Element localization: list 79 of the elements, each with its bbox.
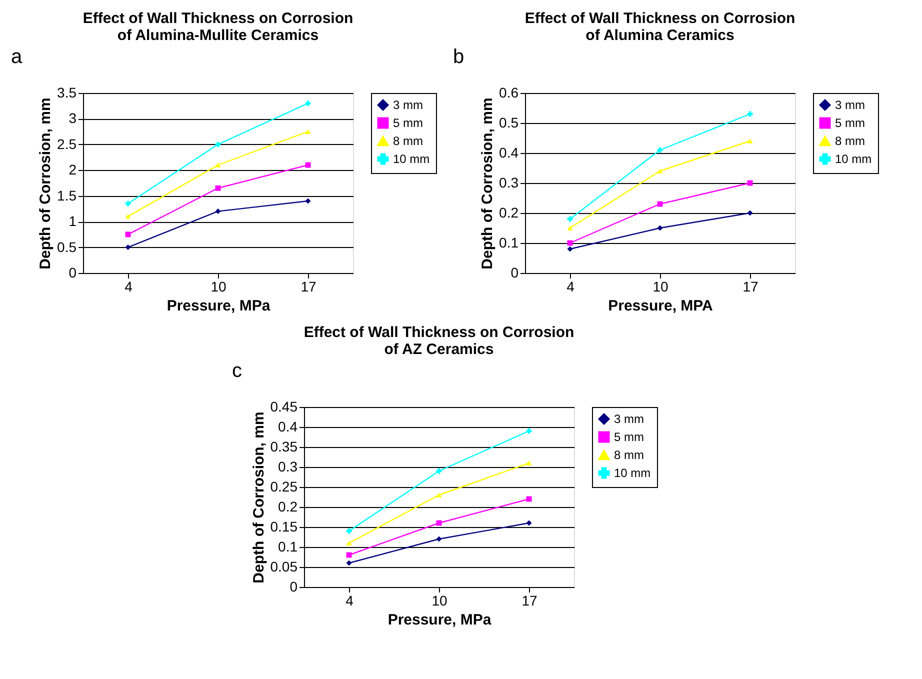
point [567,246,573,252]
legend-label: 10 mm [835,152,872,166]
point [215,185,221,191]
y-tick-label: 0 [68,264,77,280]
point [346,540,352,546]
point [657,225,663,231]
y-tick-label: 0.5 [499,114,519,130]
x-tick-label: 17 [300,278,316,294]
point [305,129,311,134]
y-tick-label: 0.6 [499,84,519,100]
legend-label: 10 mm [393,152,430,166]
y-tick-label: 0.35 [270,438,298,454]
point [125,244,131,250]
x-tick-label: 4 [566,278,575,294]
y-tick-label: 0.1 [499,234,519,250]
x-axis-title: Pressure, MPA [608,298,714,314]
y-tick-label: 0.4 [499,144,519,160]
point [567,226,573,230]
legend-label: 8 mm [835,134,866,148]
x-tick-label: 17 [522,592,538,608]
point [526,520,532,526]
point [215,162,221,168]
y-tick-label: 3.5 [57,84,77,100]
y-tick-label: 0.3 [278,458,298,474]
y-tick-label: 0 [290,578,298,594]
point [215,208,221,214]
x-tick-label: 10 [652,278,668,294]
x-tick-label: 10 [432,592,448,608]
y-tick-label: 0.15 [270,518,298,534]
point [125,232,131,238]
y-tick-label: 0.5 [57,238,77,255]
legend-label: 5 mm [614,430,644,444]
y-tick-label: 1 [68,213,77,230]
point [305,198,311,204]
legend-label: 10 mm [614,466,651,480]
point [436,536,442,542]
legend-label: 8 mm [393,134,424,148]
x-axis-title: Pressure, MPa [388,612,492,628]
x-tick-label: 10 [210,278,226,294]
legend-label: 5 mm [393,116,424,130]
point [657,168,663,174]
x-tick-label: 17 [742,278,758,294]
chart-title: Effect of Wall Thickness on Corrosion of AZ Ceramics [304,324,574,358]
y-tick-label: 3 [68,110,77,126]
x-tick-label: 4 [124,278,133,294]
text: c [232,360,242,382]
y-tick-label: 0.25 [270,478,298,494]
y-tick-label: 0.05 [270,558,298,574]
y-tick-label: 0.2 [278,498,298,514]
text: b [453,46,464,68]
legend-label: 8 mm [614,448,644,462]
text: a [11,46,23,68]
y-axis-title: Depth of Corrosion, mm [37,98,54,270]
y-axis-title: Depth of Corrosion, mm [479,98,496,270]
chart-title: Effect of Wall Thickness on Corrosion of Alumina-Mullite Ceramics [82,10,354,44]
y-tick-label: 2 [68,162,77,178]
legend-label: 3 mm [835,98,866,112]
x-tick-label: 4 [346,592,354,608]
y-tick-label: 0.4 [278,418,298,434]
y-tick-label: 1.5 [57,187,77,204]
point [436,492,442,498]
legend-label: 3 mm [614,412,644,426]
x-axis-title: Pressure, MPa [166,298,271,314]
chart-title: Effect of Wall Thickness on Corrosion of Alumina Ceramics [524,10,796,44]
point [305,100,311,106]
y-tick-label: 0.3 [499,174,519,190]
y-tick-label: 0.2 [499,204,519,220]
y-tick-label: 0 [510,264,519,280]
point [747,138,753,144]
point [747,210,753,216]
y-tick-label: 2.5 [57,136,77,152]
y-axis-title: Depth of Corrosion, mm [250,412,268,584]
y-tick-label: 0.45 [270,398,298,414]
point [346,560,352,566]
legend-label: 5 mm [835,116,866,130]
point [125,214,131,219]
y-tick-label: 0.1 [278,538,298,554]
point [526,460,532,466]
legend-label: 3 mm [393,98,424,112]
